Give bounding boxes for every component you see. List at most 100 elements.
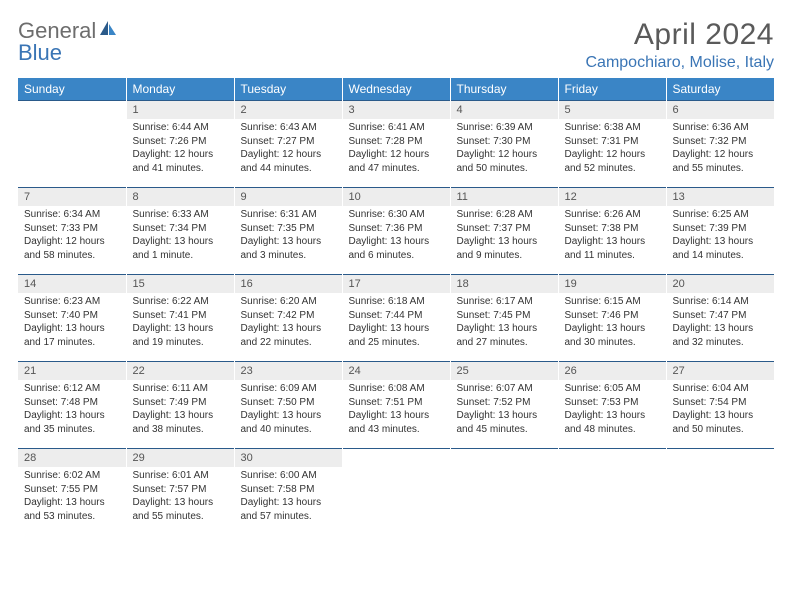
- sunrise-line: Sunrise: 6:00 AM: [241, 469, 336, 483]
- daylight-line: Daylight: 13 hours and 9 minutes.: [457, 235, 552, 262]
- daylight-line: Daylight: 12 hours and 50 minutes.: [457, 148, 552, 175]
- day-header-row: Sunday Monday Tuesday Wednesday Thursday…: [18, 78, 774, 101]
- daylight-line: Daylight: 13 hours and 1 minute.: [133, 235, 228, 262]
- sun-data-cell: Sunrise: 6:38 AMSunset: 7:31 PMDaylight:…: [558, 119, 666, 188]
- sunset-line: Sunset: 7:28 PM: [349, 135, 444, 149]
- daylight-line: Daylight: 12 hours and 55 minutes.: [673, 148, 769, 175]
- sun-data-cell: Sunrise: 6:39 AMSunset: 7:30 PMDaylight:…: [450, 119, 558, 188]
- daylight-line: Daylight: 12 hours and 41 minutes.: [133, 148, 228, 175]
- sunset-line: Sunset: 7:58 PM: [241, 483, 336, 497]
- date-number-cell: 2: [234, 101, 342, 120]
- sunrise-line: Sunrise: 6:28 AM: [457, 208, 552, 222]
- daylight-line: Daylight: 13 hours and 27 minutes.: [457, 322, 552, 349]
- date-number-cell: 22: [126, 362, 234, 381]
- date-number-cell: 6: [666, 101, 774, 120]
- sunrise-line: Sunrise: 6:33 AM: [133, 208, 228, 222]
- sun-data-cell: Sunrise: 6:43 AMSunset: 7:27 PMDaylight:…: [234, 119, 342, 188]
- daylight-line: Daylight: 13 hours and 25 minutes.: [349, 322, 444, 349]
- sun-data-cell: Sunrise: 6:44 AMSunset: 7:26 PMDaylight:…: [126, 119, 234, 188]
- sun-data-cell: [342, 467, 450, 535]
- date-number-cell: [18, 101, 126, 120]
- sunset-line: Sunset: 7:39 PM: [673, 222, 769, 236]
- daylight-line: Daylight: 12 hours and 52 minutes.: [565, 148, 660, 175]
- date-number-cell: 25: [450, 362, 558, 381]
- sunset-line: Sunset: 7:37 PM: [457, 222, 552, 236]
- date-number-row: 123456: [18, 101, 774, 120]
- daylight-line: Daylight: 12 hours and 44 minutes.: [241, 148, 336, 175]
- sunset-line: Sunset: 7:54 PM: [673, 396, 769, 410]
- sun-data-cell: Sunrise: 6:30 AMSunset: 7:36 PMDaylight:…: [342, 206, 450, 275]
- date-number-cell: 26: [558, 362, 666, 381]
- daylight-line: Daylight: 13 hours and 50 minutes.: [673, 409, 769, 436]
- daylight-line: Daylight: 13 hours and 3 minutes.: [241, 235, 336, 262]
- sunset-line: Sunset: 7:27 PM: [241, 135, 336, 149]
- date-number-cell: 30: [234, 449, 342, 468]
- date-number-cell: 23: [234, 362, 342, 381]
- sun-data-cell: Sunrise: 6:09 AMSunset: 7:50 PMDaylight:…: [234, 380, 342, 449]
- sunset-line: Sunset: 7:31 PM: [565, 135, 660, 149]
- date-number-cell: 14: [18, 275, 126, 294]
- sunrise-line: Sunrise: 6:15 AM: [565, 295, 660, 309]
- sun-data-cell: Sunrise: 6:05 AMSunset: 7:53 PMDaylight:…: [558, 380, 666, 449]
- sun-data-cell: Sunrise: 6:20 AMSunset: 7:42 PMDaylight:…: [234, 293, 342, 362]
- sunset-line: Sunset: 7:45 PM: [457, 309, 552, 323]
- sunrise-line: Sunrise: 6:22 AM: [133, 295, 228, 309]
- sunset-line: Sunset: 7:57 PM: [133, 483, 228, 497]
- date-number-cell: 9: [234, 188, 342, 207]
- date-number-cell: 4: [450, 101, 558, 120]
- day-header: Thursday: [450, 78, 558, 101]
- sunset-line: Sunset: 7:26 PM: [133, 135, 228, 149]
- date-number-cell: 18: [450, 275, 558, 294]
- date-number-cell: 1: [126, 101, 234, 120]
- sun-data-cell: Sunrise: 6:41 AMSunset: 7:28 PMDaylight:…: [342, 119, 450, 188]
- date-number-cell: 8: [126, 188, 234, 207]
- sunrise-line: Sunrise: 6:43 AM: [241, 121, 336, 135]
- date-number-cell: 24: [342, 362, 450, 381]
- daylight-line: Daylight: 13 hours and 45 minutes.: [457, 409, 552, 436]
- sunrise-line: Sunrise: 6:44 AM: [133, 121, 228, 135]
- date-number-cell: 10: [342, 188, 450, 207]
- calendar-table: Sunday Monday Tuesday Wednesday Thursday…: [18, 78, 774, 535]
- date-number-cell: 20: [666, 275, 774, 294]
- sun-data-cell: Sunrise: 6:26 AMSunset: 7:38 PMDaylight:…: [558, 206, 666, 275]
- sunset-line: Sunset: 7:40 PM: [24, 309, 120, 323]
- sun-data-cell: Sunrise: 6:04 AMSunset: 7:54 PMDaylight:…: [666, 380, 774, 449]
- sunrise-line: Sunrise: 6:12 AM: [24, 382, 120, 396]
- header: General April 2024 Campochiaro, Molise, …: [18, 18, 774, 72]
- sun-data-row: Sunrise: 6:12 AMSunset: 7:48 PMDaylight:…: [18, 380, 774, 449]
- date-number-row: 21222324252627: [18, 362, 774, 381]
- sunrise-line: Sunrise: 6:05 AM: [565, 382, 660, 396]
- sunrise-line: Sunrise: 6:30 AM: [349, 208, 444, 222]
- sunrise-line: Sunrise: 6:04 AM: [673, 382, 769, 396]
- daylight-line: Daylight: 13 hours and 6 minutes.: [349, 235, 444, 262]
- sunset-line: Sunset: 7:41 PM: [133, 309, 228, 323]
- date-number-cell: [666, 449, 774, 468]
- daylight-line: Daylight: 13 hours and 14 minutes.: [673, 235, 769, 262]
- sun-data-cell: Sunrise: 6:14 AMSunset: 7:47 PMDaylight:…: [666, 293, 774, 362]
- sunset-line: Sunset: 7:44 PM: [349, 309, 444, 323]
- sunset-line: Sunset: 7:35 PM: [241, 222, 336, 236]
- date-number-cell: 12: [558, 188, 666, 207]
- daylight-line: Daylight: 13 hours and 32 minutes.: [673, 322, 769, 349]
- sunrise-line: Sunrise: 6:17 AM: [457, 295, 552, 309]
- sun-data-cell: [558, 467, 666, 535]
- date-number-cell: 27: [666, 362, 774, 381]
- sun-data-cell: Sunrise: 6:08 AMSunset: 7:51 PMDaylight:…: [342, 380, 450, 449]
- sunrise-line: Sunrise: 6:38 AM: [565, 121, 660, 135]
- date-number-cell: 28: [18, 449, 126, 468]
- sunset-line: Sunset: 7:36 PM: [349, 222, 444, 236]
- sunrise-line: Sunrise: 6:18 AM: [349, 295, 444, 309]
- logo-text-blue: Blue: [18, 40, 62, 66]
- date-number-cell: 11: [450, 188, 558, 207]
- sun-data-cell: Sunrise: 6:15 AMSunset: 7:46 PMDaylight:…: [558, 293, 666, 362]
- sun-data-cell: Sunrise: 6:00 AMSunset: 7:58 PMDaylight:…: [234, 467, 342, 535]
- day-header: Tuesday: [234, 78, 342, 101]
- sun-data-cell: Sunrise: 6:25 AMSunset: 7:39 PMDaylight:…: [666, 206, 774, 275]
- date-number-cell: 7: [18, 188, 126, 207]
- sunrise-line: Sunrise: 6:41 AM: [349, 121, 444, 135]
- date-number-row: 14151617181920: [18, 275, 774, 294]
- sun-data-cell: Sunrise: 6:36 AMSunset: 7:32 PMDaylight:…: [666, 119, 774, 188]
- sun-data-cell: Sunrise: 6:02 AMSunset: 7:55 PMDaylight:…: [18, 467, 126, 535]
- sunset-line: Sunset: 7:47 PM: [673, 309, 769, 323]
- sunset-line: Sunset: 7:49 PM: [133, 396, 228, 410]
